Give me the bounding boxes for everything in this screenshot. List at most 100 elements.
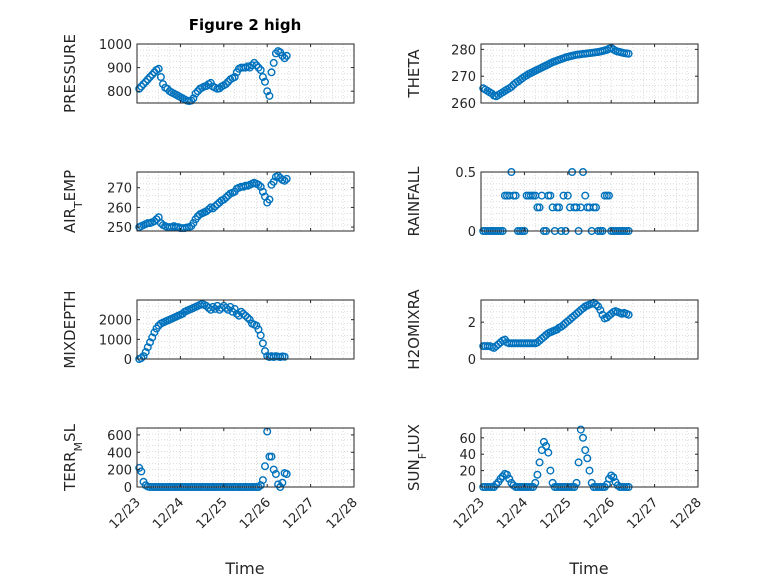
data-point: [278, 51, 287, 60]
data-points: [479, 298, 633, 352]
data-point: [139, 80, 148, 89]
data-point: [539, 437, 548, 446]
data-point: [282, 470, 291, 479]
data-point: [213, 200, 222, 209]
x-axis-label-left: Time: [224, 559, 264, 578]
data-point: [511, 191, 520, 200]
y-tick-label: 0: [468, 481, 476, 496]
axes-box: [480, 427, 699, 488]
data-point: [535, 458, 544, 467]
data-point: [143, 343, 152, 352]
data-point: [152, 215, 161, 224]
data-point: [592, 203, 601, 212]
y-axis-label: MIXDEPTH: [61, 290, 79, 368]
data-point: [581, 446, 590, 455]
data-point: [587, 478, 596, 487]
data-point: [572, 478, 581, 487]
data-point: [546, 466, 555, 475]
data-point: [187, 96, 196, 105]
data-point: [261, 77, 270, 86]
y-axis-label: THETA: [405, 49, 423, 99]
y-tick-label: 1000: [99, 333, 132, 348]
y-tick-label: 2000: [99, 314, 132, 329]
data-points: [135, 299, 289, 364]
data-point: [280, 176, 289, 185]
data-point: [208, 302, 217, 311]
y-tick-label: 250: [107, 221, 132, 236]
data-point: [241, 311, 250, 320]
y-tick-label: 260: [107, 201, 132, 216]
y-tick-label: 900: [107, 62, 132, 77]
data-point: [572, 203, 581, 212]
data-point: [563, 191, 572, 200]
data-point: [252, 61, 261, 70]
y-tick-label: 1000: [99, 38, 132, 53]
data-point: [239, 309, 248, 318]
y-axis-label: RAINFALL: [405, 166, 423, 237]
data-point: [256, 65, 265, 74]
data-point: [576, 425, 585, 434]
y-tick-label: 400: [107, 446, 132, 461]
data-point: [503, 470, 512, 479]
subplot-2: 260 270 280 THETA: [405, 43, 699, 112]
data-point: [537, 446, 546, 455]
y-tick-label: 20: [459, 465, 476, 480]
data-point: [624, 49, 633, 58]
data-point: [544, 448, 553, 457]
data-points: [479, 44, 633, 101]
data-points: [135, 171, 291, 233]
y-axis-label: AIRTEMP: [61, 170, 85, 233]
grid-lines: [480, 427, 699, 488]
y-tick-label: 40: [459, 448, 476, 463]
data-point: [148, 70, 157, 79]
data-point: [135, 84, 144, 93]
data-point: [609, 473, 618, 482]
data-point: [141, 77, 150, 86]
y-tick-label: 270: [107, 182, 132, 197]
data-point: [230, 304, 239, 313]
data-point: [267, 452, 276, 461]
y-tick-label: 0: [468, 353, 476, 368]
data-point: [258, 187, 267, 196]
subplot-5: 0 1000 2000 MIXDEPTH: [61, 290, 355, 369]
y-axis-label: PRESSURE: [61, 34, 79, 113]
data-point: [258, 339, 267, 348]
data-point: [258, 476, 267, 485]
data-point: [559, 191, 568, 200]
data-point: [221, 303, 230, 312]
data-point: [156, 72, 165, 81]
data-point: [280, 54, 289, 63]
data-point: [145, 338, 154, 347]
data-point: [191, 89, 200, 98]
data-point: [137, 82, 146, 91]
y-tick-label: 800: [107, 85, 132, 100]
data-point: [226, 302, 235, 311]
data-point: [585, 466, 594, 475]
data-point: [581, 191, 590, 200]
data-point: [256, 182, 265, 191]
data-point: [202, 207, 211, 216]
data-point: [269, 177, 278, 186]
data-point: [258, 72, 267, 81]
data-point: [230, 72, 239, 81]
data-point: [245, 63, 254, 72]
data-point: [256, 331, 265, 340]
data-point: [546, 191, 555, 200]
axes-box: [136, 299, 355, 360]
data-point: [269, 58, 278, 67]
data-point: [154, 64, 163, 73]
data-point: [250, 58, 259, 67]
data-point: [274, 171, 283, 180]
y-tick-label: 600: [107, 429, 132, 444]
data-point: [592, 300, 601, 309]
data-point: [596, 306, 605, 315]
data-point: [265, 195, 274, 204]
data-point: [267, 68, 276, 77]
data-point: [265, 91, 274, 100]
data-point: [252, 321, 261, 330]
data-point: [221, 80, 230, 89]
subplot-6: 0 2 H2OMIXRA: [405, 289, 699, 370]
x-axis-label-right: Time: [568, 559, 608, 578]
figure-title: Figure 2 high: [189, 16, 302, 34]
